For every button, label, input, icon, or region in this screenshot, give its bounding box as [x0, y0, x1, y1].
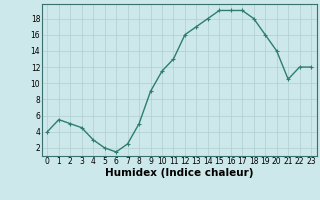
X-axis label: Humidex (Indice chaleur): Humidex (Indice chaleur) — [105, 168, 253, 178]
